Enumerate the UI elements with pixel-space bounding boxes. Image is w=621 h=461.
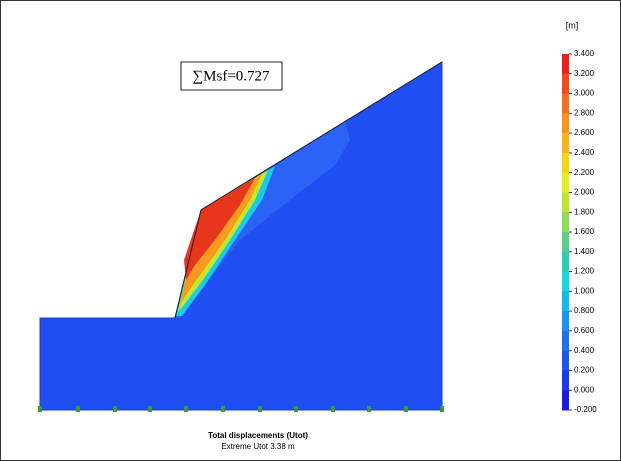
annotation-box [180,61,283,91]
legend-label: 1.400 [574,247,595,256]
legend-swatch [562,311,569,332]
boundary-markers [38,406,444,412]
marker [404,406,408,412]
marker [113,406,117,412]
legend-label: 2.600 [574,128,595,137]
legend-label: 2.400 [574,148,595,157]
legend-label: 0.800 [574,306,595,315]
legend-swatch [562,251,569,273]
legend-label: 0.400 [574,346,595,355]
legend-label: 3.200 [574,69,595,78]
slope-crest [200,61,443,211]
legend-label: -0.200 [574,405,597,414]
legend-swatch [562,390,569,411]
legend-swatch [562,271,569,292]
marker [221,406,225,412]
legend-label: 1.000 [574,286,595,295]
legend: 3.400 3.200 3.000 2.800 2.600 2.400 2.200 2.000… [562,49,597,414]
legend-swatch [562,93,569,114]
marker [367,406,371,412]
legend-swatch [562,192,569,213]
legend-label: 3.400 [574,49,595,58]
legend-swatch [562,152,569,174]
marker [258,406,262,412]
marker [184,406,188,412]
legend-label: 1.600 [574,227,595,236]
legend-swatch [562,370,569,391]
marker [76,406,80,412]
marker [294,406,298,412]
marker [38,406,42,412]
legend-swatch [562,73,569,95]
legend-swatch [562,133,569,154]
contour-orange [180,174,262,305]
annotation: ∑Msf=0.727 [192,68,270,84]
legend-swatch [562,232,569,253]
legend-swatch [562,54,569,75]
legend-label: 1.200 [574,267,595,276]
legend-label: 2.200 [574,168,595,177]
legend-label: 1.800 [574,207,595,216]
legend-swatch [562,172,569,193]
caption-title: Total displacements (Utot) [208,431,308,440]
legend-label: 0.600 [574,326,595,335]
marker [331,406,335,412]
legend-label: 2.000 [574,188,595,197]
legend-swatch [562,113,569,134]
marker [440,406,444,412]
legend-swatch [562,330,569,352]
legend-swatch [562,212,569,233]
slope-face [174,209,202,319]
marker [148,406,152,412]
legend-swatch [562,291,569,312]
legend-label: 0.000 [574,385,595,394]
legend-label: 0.200 [574,366,595,375]
legend-label: 2.800 [574,108,595,117]
legend-swatch [562,350,569,371]
contour-red [184,178,255,280]
legend-label: 3.000 [574,89,595,98]
legend-unit: [m] [566,20,579,30]
contour-light-blue [175,121,350,318]
caption-subtitle: Extreme Utot 3.38 m [221,442,295,451]
